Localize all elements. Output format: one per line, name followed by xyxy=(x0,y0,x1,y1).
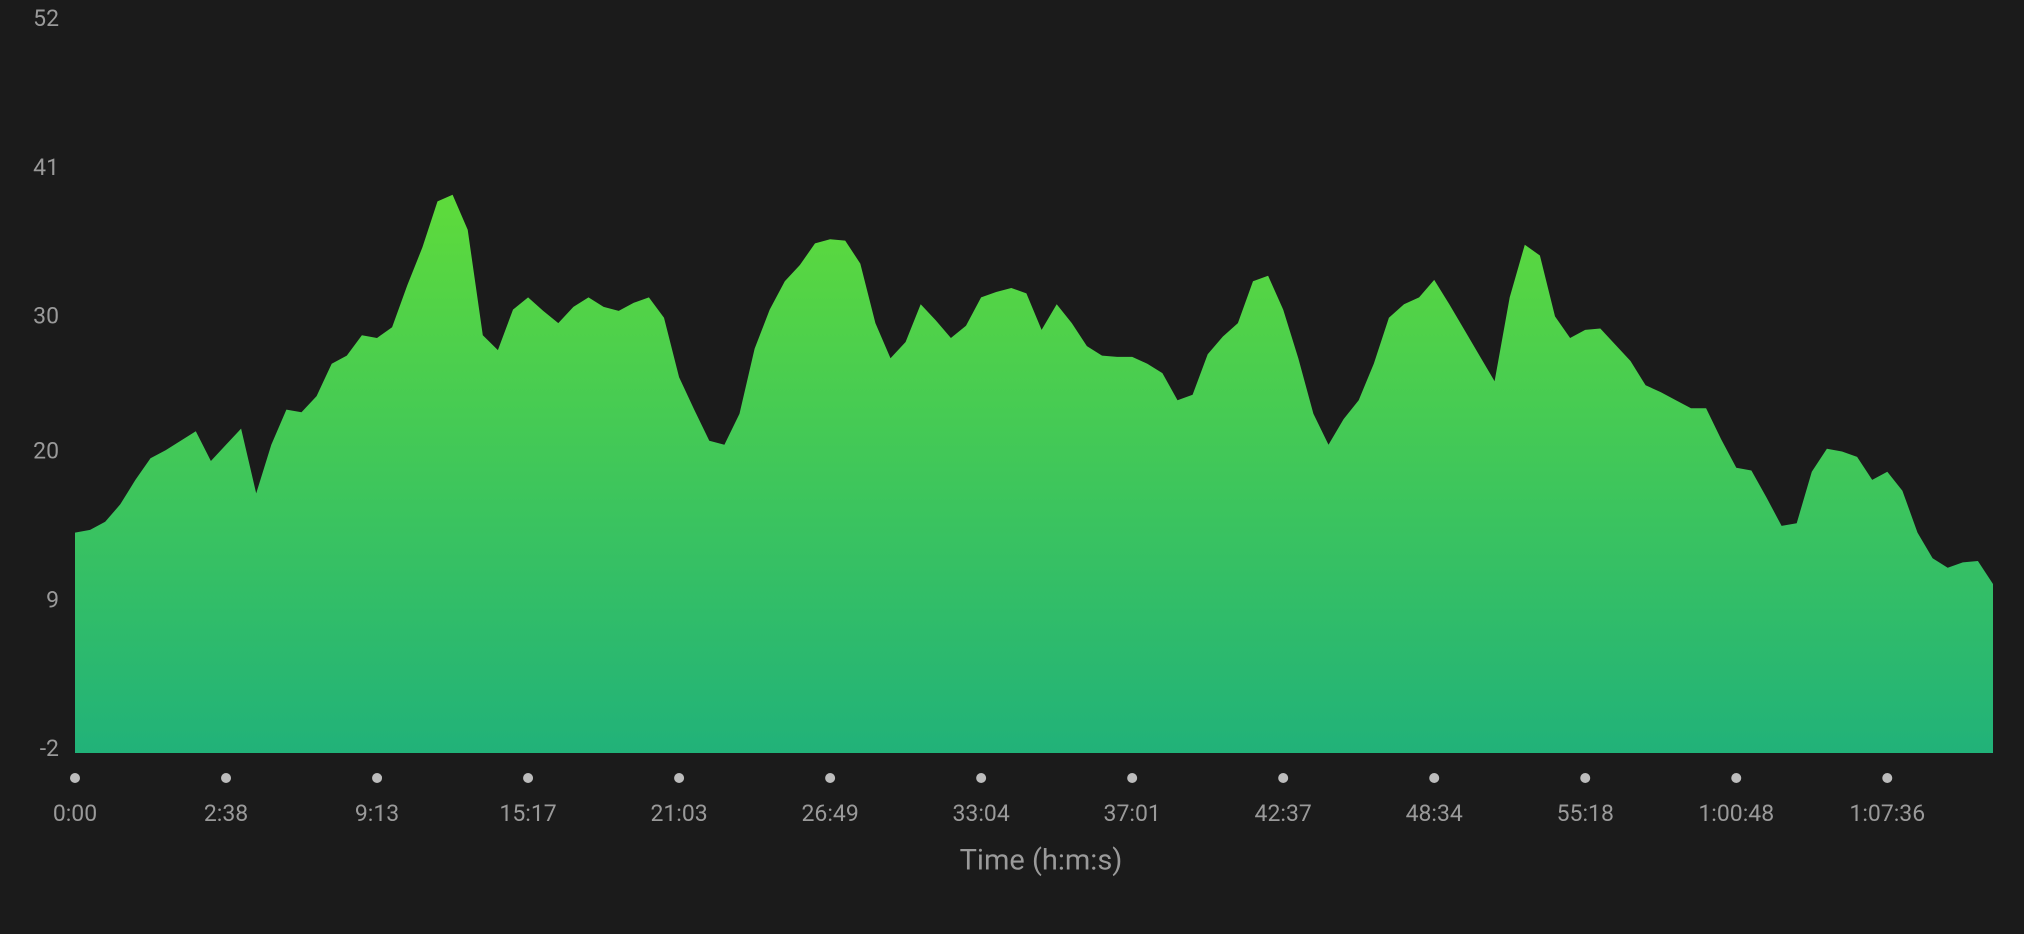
x-tick-dot xyxy=(70,773,80,783)
x-tick-label: 9:13 xyxy=(355,800,399,827)
x-tick-label: 21:03 xyxy=(650,800,707,827)
x-tick-dot xyxy=(976,773,987,783)
x-tick-label: 0:00 xyxy=(53,800,97,827)
x-tick-label: 26:49 xyxy=(801,800,858,827)
x-tick-dot xyxy=(674,773,685,783)
x-tick-dot xyxy=(1580,773,1591,783)
area xyxy=(75,194,1993,753)
x-tick-label: 42:37 xyxy=(1255,800,1312,827)
x-tick-dot xyxy=(523,773,534,783)
x-tick-dot xyxy=(1278,773,1289,783)
x-tick-label: 1:07:36 xyxy=(1849,800,1925,827)
x-tick-dot xyxy=(1882,773,1893,783)
y-tick-label: 30 xyxy=(33,302,59,329)
x-tick-label: 1:00:48 xyxy=(1698,800,1774,827)
x-axis-title: Time (h:m:s) xyxy=(960,844,1123,878)
x-tick-dot xyxy=(1731,773,1742,783)
y-tick-label: 52 xyxy=(33,5,59,32)
y-tick-label: 20 xyxy=(33,438,59,465)
x-tick-dot xyxy=(825,773,836,783)
x-tick-label: 48:34 xyxy=(1406,800,1463,827)
x-tick-label: 2:38 xyxy=(204,800,248,827)
x-tick-label: 37:01 xyxy=(1104,800,1161,827)
y-tick-label: -2 xyxy=(40,735,59,762)
x-tick-label: 15:17 xyxy=(499,800,556,827)
x-tick-dot xyxy=(1429,773,1440,783)
x-tick-dot xyxy=(221,773,232,783)
y-tick-label: 41 xyxy=(33,154,59,181)
x-tick-label: 55:18 xyxy=(1557,800,1614,827)
x-tick-label: 33:04 xyxy=(953,800,1010,827)
y-tick-label: 9 xyxy=(46,586,59,613)
x-tick-dot xyxy=(372,773,383,783)
x-tick-dot xyxy=(1127,773,1138,783)
